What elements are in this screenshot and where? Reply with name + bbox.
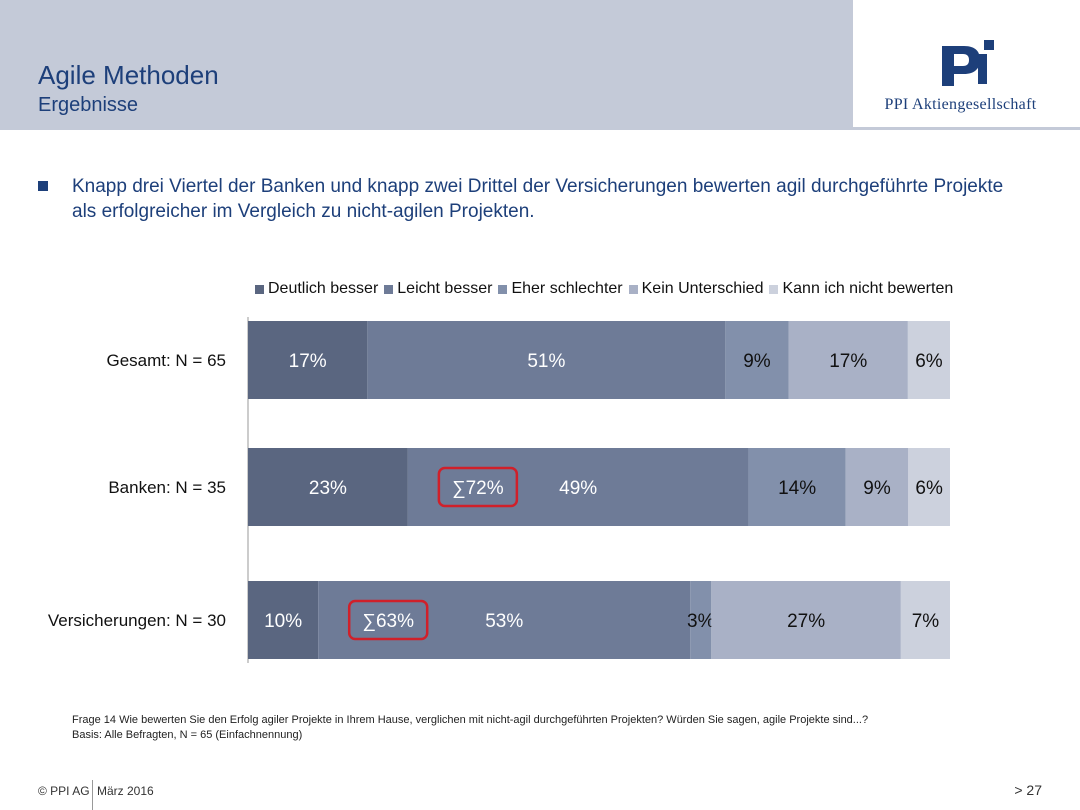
header-band: [0, 0, 853, 128]
category-label: Gesamt: N = 65: [106, 351, 226, 370]
data-label: 9%: [743, 351, 771, 372]
legend-swatch: [498, 284, 508, 294]
legend-item: Deutlich besser: [255, 280, 378, 298]
bar-segment: [690, 581, 712, 659]
footer-date: März 2016: [97, 784, 154, 798]
category-label: Banken: N = 35: [108, 478, 226, 497]
bar-segment: [318, 581, 691, 659]
data-label: 6%: [915, 351, 943, 372]
bar-segment: [908, 448, 950, 526]
data-label: 7%: [912, 611, 940, 632]
bar-segment: [367, 321, 726, 399]
data-label: 9%: [863, 478, 891, 499]
bar-segment: [407, 448, 749, 526]
footnote: Frage 14 Wie bewerten Sie den Erfolg agi…: [72, 713, 868, 743]
category-label: Versicherungen: N = 30: [48, 611, 226, 630]
legend-swatch: [769, 284, 779, 294]
sum-annotation-box: [347, 599, 429, 641]
bar-segment: [845, 448, 909, 526]
legend-item: Kann ich nicht bewerten: [769, 280, 953, 298]
legend-swatch: [255, 284, 264, 294]
bar-segment: [248, 448, 408, 526]
legend-label: Leicht besser: [397, 280, 493, 297]
bar-segment: [725, 321, 789, 399]
legend-swatch: [628, 284, 638, 294]
page-title: Agile Methoden: [38, 60, 219, 90]
legend-item: Kein Unterschied: [628, 280, 764, 298]
legend-item: Leicht besser: [384, 280, 492, 298]
data-label: 14%: [778, 478, 816, 499]
lead-text: Knapp drei Viertel der Banken und knapp …: [72, 176, 1004, 222]
legend-label: Kein Unterschied: [641, 280, 764, 297]
ppi-logo-icon: [942, 40, 994, 86]
footer-copyright: © PPI AG: [38, 784, 90, 798]
data-label: 49%: [559, 478, 597, 499]
sum-annotation-label: ∑63%: [362, 611, 414, 632]
data-label: 17%: [289, 351, 327, 372]
bar-segment: [248, 581, 319, 659]
sum-annotation-box: [437, 466, 519, 508]
legend-swatch: [384, 284, 394, 294]
data-label: 27%: [787, 611, 825, 632]
bar-segment: [748, 448, 846, 526]
data-label: 51%: [527, 351, 565, 372]
header-divider: [0, 127, 1080, 130]
sum-annotation-label: ∑72%: [452, 478, 504, 499]
bar-segment: [788, 321, 908, 399]
footnote-question: Frage 14 Wie bewerten Sie den Erfolg agi…: [72, 714, 869, 726]
chart-legend: Deutlich besser Leicht besser Eher schlech…: [255, 280, 959, 298]
page-number: > 27: [1014, 782, 1042, 798]
bullet-icon: [38, 181, 48, 191]
footnote-basis: Basis: Alle Befragten, N = 65 (Einfachne…: [72, 729, 303, 741]
bar-segment: [711, 581, 901, 659]
company-name: PPI Aktiengesellschaft: [884, 96, 1037, 113]
legend-label: Eher schlechter: [511, 280, 623, 297]
bar-segment: [907, 321, 950, 399]
data-label: 23%: [309, 478, 347, 499]
legend-item: Eher schlechter: [498, 280, 623, 298]
data-label: 17%: [829, 351, 867, 372]
legend-label: Deutlich besser: [268, 280, 379, 297]
data-label: 3%: [687, 611, 715, 632]
bar-segment: [900, 581, 950, 659]
data-label: 6%: [915, 478, 943, 499]
page-subtitle: Ergebnisse: [38, 94, 139, 116]
data-label: 53%: [485, 611, 523, 632]
legend-label: Kann ich nicht bewerten: [782, 280, 954, 297]
data-label: 10%: [264, 611, 302, 632]
bar-segment: [248, 321, 368, 399]
footer-divider: [92, 780, 93, 810]
